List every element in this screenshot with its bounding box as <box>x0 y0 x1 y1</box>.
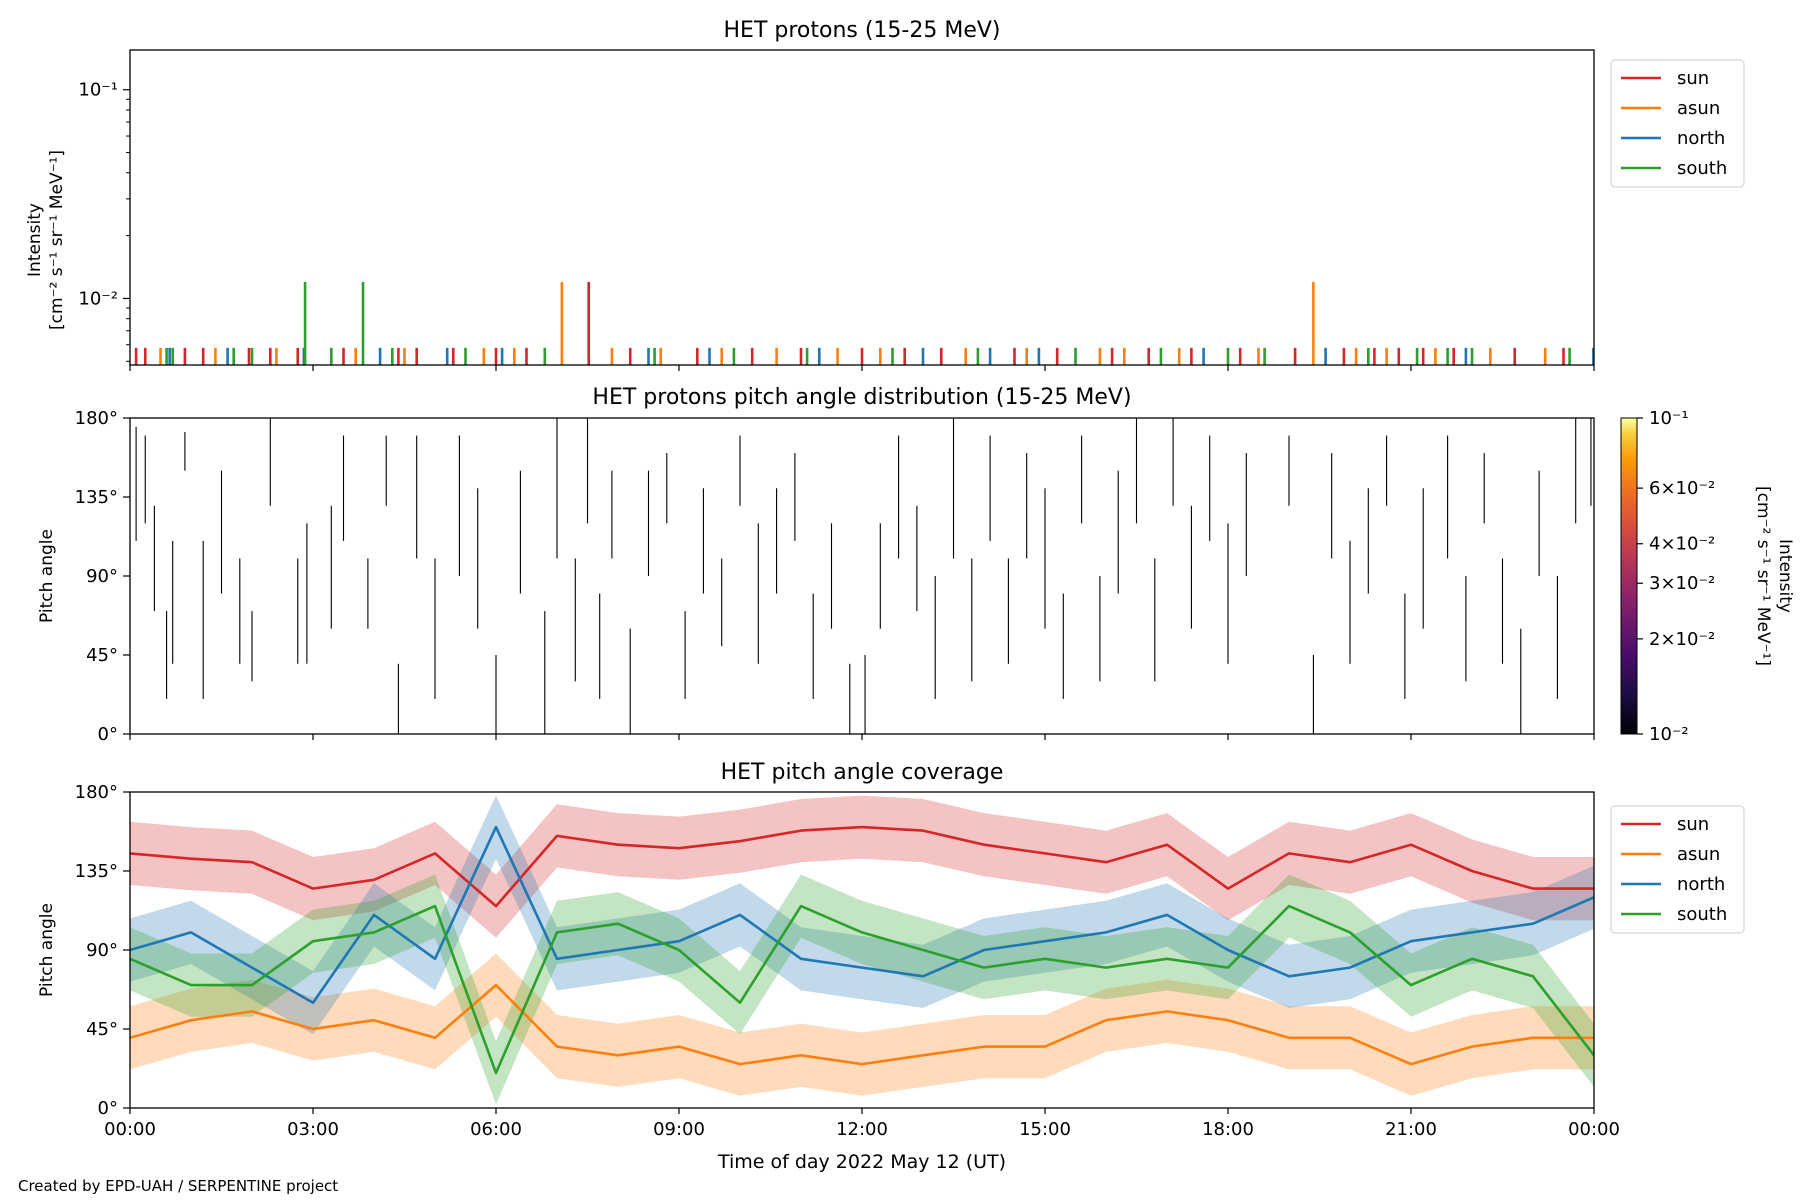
x-tick-label: 00:00 <box>1568 1119 1620 1140</box>
figure: HET protons (15-25 MeV) Intensity [cm⁻² … <box>25 18 1795 1173</box>
legend-bottom: sun asun north south <box>1610 805 1745 934</box>
legend-box <box>1610 805 1745 934</box>
colorbar-tick-label: 4×10⁻² <box>1649 534 1715 555</box>
colorbar-label-line1: Intensity <box>1775 539 1795 613</box>
colorbar-label: Intensity [cm⁻² s⁻¹ sr⁻¹ MeV⁻¹] <box>1753 486 1795 666</box>
y-tick-label: 90° <box>86 940 118 961</box>
band-north <box>130 795 1594 1035</box>
panel-2-ylabel: Pitch angle <box>37 529 57 623</box>
legend-label-south: south <box>1677 158 1727 179</box>
x-tick-label: 03:00 <box>287 1119 339 1140</box>
x-tick-label: 21:00 <box>1385 1119 1437 1140</box>
y-tick-label: 90° <box>86 566 118 587</box>
panel-3-yticks: 0° 45° 90° 135° 180° <box>75 782 130 1119</box>
line-north <box>130 825 1594 1005</box>
y-tick-label: 10⁻¹ <box>78 80 118 101</box>
legend-label-asun: asun <box>1677 98 1720 119</box>
y-tick-label: 45° <box>86 645 118 666</box>
panel-3-lines <box>130 825 1594 1075</box>
panel-3-title: HET pitch angle coverage <box>721 760 1004 785</box>
legend-label-asun: asun <box>1677 844 1720 865</box>
colorbar-tick-label: 2×10⁻² <box>1649 629 1715 650</box>
y-tick-label: 0° <box>98 1098 118 1119</box>
legend-label-north: north <box>1677 874 1725 895</box>
x-axis-label: Time of day 2022 May 12 (UT) <box>717 1151 1006 1173</box>
legend-label-south: south <box>1677 904 1727 925</box>
legend-box <box>1610 59 1745 188</box>
colorbar <box>1620 417 1638 735</box>
panel-1-ylabel-line1: Intensity <box>25 203 45 277</box>
y-tick-label: 180° <box>75 408 118 429</box>
panel-2-xticks <box>129 734 1595 740</box>
panel-3-xticks: 00:00 03:00 06:00 09:00 12:00 15:00 18:00 21:00… <box>104 1108 1620 1140</box>
panel-2-frame <box>129 417 1595 735</box>
y-tick-label: 135° <box>75 861 118 882</box>
panel-2-segments <box>135 418 1592 734</box>
panel-2-title: HET protons pitch angle distribution (15… <box>592 385 1131 410</box>
legend-label-sun: sun <box>1677 68 1709 89</box>
panel-1-title: HET protons (15-25 MeV) <box>724 18 1001 43</box>
panel-2-yticks: 0° 45° 90° 135° 180° <box>75 408 130 745</box>
panel-1-xticks <box>129 365 1595 371</box>
line-sun <box>130 825 1594 908</box>
x-tick-label: 06:00 <box>470 1119 522 1140</box>
y-tick-label: 180° <box>75 782 118 803</box>
colorbar-tick-label: 10⁻² <box>1649 724 1689 745</box>
x-tick-label: 12:00 <box>836 1119 888 1140</box>
x-tick-label: 09:00 <box>653 1119 705 1140</box>
panel-1-spikes <box>134 281 1594 365</box>
colorbar-tick-label: 6×10⁻² <box>1649 478 1715 499</box>
y-tick-label: 135° <box>75 487 118 508</box>
panel-1-yticks: 10⁻¹ 10⁻² <box>78 80 130 362</box>
x-tick-label: 15:00 <box>1019 1119 1071 1140</box>
y-tick-label: 10⁻² <box>78 288 118 309</box>
colorbar-ticks: 10⁻¹ 6×10⁻² 4×10⁻² 3×10⁻² 2×10⁻² 10⁻² <box>1637 408 1715 745</box>
line-asun <box>130 983 1594 1066</box>
x-tick-label: 18:00 <box>1202 1119 1254 1140</box>
panel-pad: HET protons pitch angle distribution (15… <box>37 385 1795 745</box>
panel-intensity: HET protons (15-25 MeV) Intensity [cm⁻² … <box>25 18 1745 371</box>
colorbar-tick-label: 10⁻¹ <box>1649 408 1689 429</box>
y-tick-label: 0° <box>98 724 118 745</box>
x-tick-label: 00:00 <box>104 1119 156 1140</box>
colorbar-tick-label: 3×10⁻² <box>1649 573 1715 594</box>
footer-credit: Created by EPD-UAH / SERPENTINE project <box>18 1177 339 1195</box>
panel-1-ylabel: Intensity [cm⁻² s⁻¹ sr⁻¹ MeV⁻¹] <box>25 150 67 330</box>
panel-1-ylabel-line2: [cm⁻² s⁻¹ sr⁻¹ MeV⁻¹] <box>47 150 67 330</box>
band-sun <box>130 795 1594 938</box>
y-tick-label: 45° <box>86 1019 118 1040</box>
band-asun <box>130 953 1594 1096</box>
panel-coverage: HET pitch angle coverage Pitch angle 0° 4… <box>37 760 1745 1140</box>
legend-label-north: north <box>1677 128 1725 149</box>
panel-3-bands <box>130 795 1594 1105</box>
panel-1-frame <box>129 49 1595 366</box>
line-south <box>130 904 1594 1075</box>
legend-top: sun asun north south <box>1610 59 1745 188</box>
panel-3-ylabel: Pitch angle <box>37 903 57 997</box>
colorbar-label-line2: [cm⁻² s⁻¹ sr⁻¹ MeV⁻¹] <box>1753 486 1773 666</box>
band-south <box>130 874 1594 1105</box>
legend-label-sun: sun <box>1677 814 1709 835</box>
